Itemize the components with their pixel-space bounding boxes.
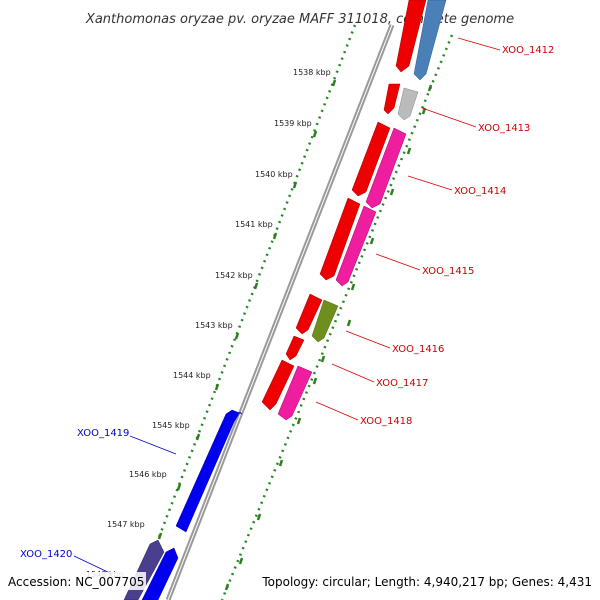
leader-lines [73, 37, 501, 575]
map-title: Xanthomonas oryzae pv. oryzae MAFF 31101… [85, 12, 514, 27]
scale-label-1541: 1541 kbp [235, 220, 273, 229]
scale-label-1545: 1545 kbp [152, 421, 190, 430]
gene-feature-xoo-1417[interactable] [285, 335, 305, 361]
gene-feature-xoo-1414[interactable] [351, 121, 391, 197]
scale-label-1540: 1540 kbp [255, 170, 293, 179]
gene-label-xoo-1413[interactable]: XOO_1413 [478, 123, 530, 134]
gene-feature-xoo-1418-pink[interactable] [277, 365, 313, 421]
scale-label-1542: 1542 kbp [215, 271, 253, 280]
footer-accession-bg [6, 572, 146, 590]
scale-label-1543: 1543 kbp [195, 321, 233, 330]
gene-feature-xoo-1413[interactable] [383, 83, 401, 115]
gene-feature-xoo-1415-pink[interactable] [335, 205, 377, 287]
gene-feature-xoo-1414-pink[interactable] [365, 127, 407, 209]
gene-feature-xoo-1420[interactable] [141, 547, 179, 600]
gene-feature-xoo-1413-grey[interactable] [397, 87, 419, 121]
genome-backbone-inner [167, 24, 393, 600]
gene-label-xoo-1418[interactable]: XOO_1418 [360, 416, 412, 427]
gene-feature-xoo-1412[interactable] [395, 0, 427, 73]
gene-label-xoo-1419[interactable]: XOO_1419 [77, 428, 129, 439]
gene-feature-xoo-1416a[interactable] [295, 293, 323, 335]
inner-track-dots [220, 34, 454, 600]
gene-feature-xoo-1412-blue[interactable] [413, 0, 447, 81]
scale-label-1544: 1544 kbp [173, 371, 211, 380]
gene-feature-xoo-1416-green[interactable] [311, 299, 339, 343]
reverse-strand-features [123, 409, 243, 600]
scale-label-1547: 1547 kbp [107, 520, 145, 529]
scale-label-1539: 1539 kbp [274, 119, 312, 128]
inner-track-ticks [224, 84, 433, 591]
gene-label-xoo-1420[interactable]: XOO_1420 [20, 549, 72, 560]
gene-label-xoo-1415[interactable]: XOO_1415 [422, 266, 474, 277]
gene-label-xoo-1412[interactable]: XOO_1412 [502, 45, 554, 56]
footer-topology-bg [258, 572, 596, 590]
scale-label-1538: 1538 kbp [293, 68, 331, 77]
inner-band-features [277, 0, 447, 421]
topology-text: Topology: circular; Length: 4,940,217 bp… [261, 575, 592, 589]
accession-text: Accession: NC_007705 [8, 575, 144, 589]
scale-label-1546: 1546 kbp [129, 470, 167, 479]
scale-ticks [157, 79, 337, 540]
gene-feature-xoo-1419[interactable] [175, 409, 243, 533]
gene-feature-xoo-1415[interactable] [319, 197, 361, 281]
gene-label-xoo-1416[interactable]: XOO_1416 [392, 344, 444, 355]
gene-label-xoo-1414[interactable]: XOO_1414 [454, 186, 506, 197]
forward-strand-features [261, 0, 427, 411]
gene-feature-xoo-1418a[interactable] [261, 359, 295, 411]
gene-label-xoo-1417[interactable]: XOO_1417 [376, 378, 428, 389]
